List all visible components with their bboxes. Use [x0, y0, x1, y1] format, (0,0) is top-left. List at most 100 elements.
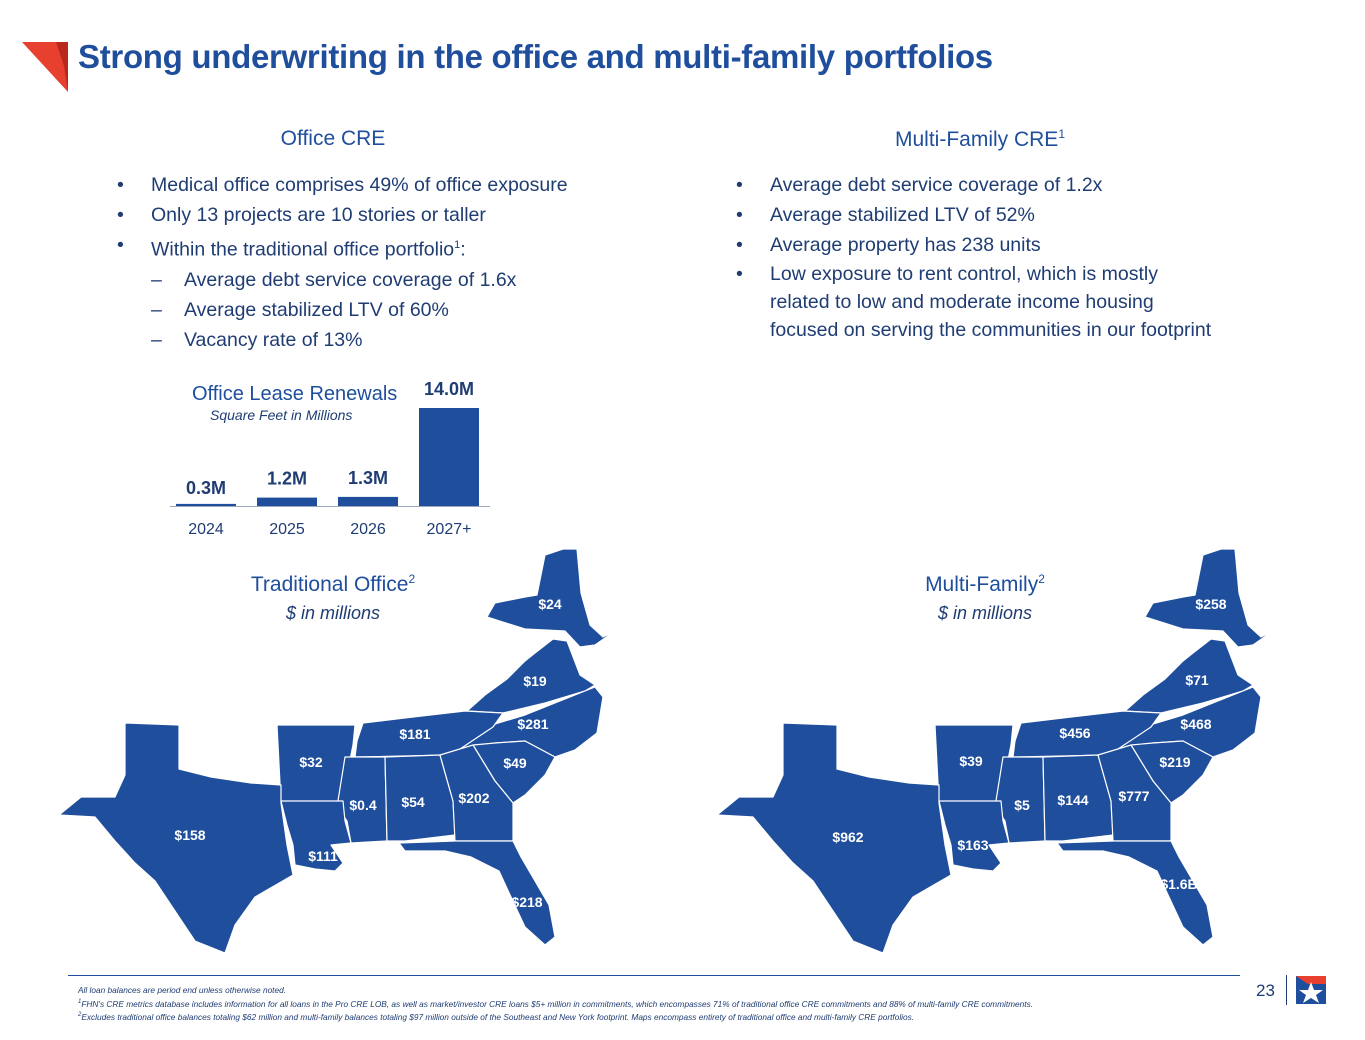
map-label-al: $144	[1057, 792, 1088, 808]
office-bullet: Only 13 projects are 10 stories or talle…	[115, 200, 675, 230]
map-label-ar: $39	[959, 753, 983, 769]
map-state-tn	[1012, 710, 1162, 758]
map-label-tx: $962	[832, 829, 863, 845]
page-number-divider	[1286, 975, 1287, 1005]
multifamily-bullet-text: Low exposure to rent control, which is m…	[770, 263, 1159, 285]
multifamily-bullet-text: related to low and moderate income housi…	[770, 291, 1154, 313]
office-southeast-map: $24 $19 $281 $181 $49 $32 $0.4 $54 $202 …	[58, 548, 616, 954]
map-label-la: $111	[308, 848, 338, 864]
map-label-va: $71	[1185, 672, 1209, 688]
office-bullet-suffix: :	[460, 238, 466, 261]
multifamily-map-subtitle: $ in millions	[937, 603, 1033, 623]
multifamily-bullet: Average debt service coverage of 1.2x	[734, 170, 1334, 200]
map-state-tx	[58, 722, 294, 954]
map-state-ny	[486, 548, 616, 648]
office-sub-bullet-text: Average stabilized LTV of 60%	[184, 298, 449, 321]
chart-bar-2027+	[419, 408, 479, 506]
map-label-la: $163	[957, 837, 988, 853]
footnote-line: 1FHN's CRE metrics database includes inf…	[78, 997, 1258, 1010]
footer-divider	[68, 975, 1240, 976]
map-state-ga	[439, 744, 514, 842]
multifamily-bullet-text: Average property has 238 units	[770, 234, 1041, 256]
chart-bar-2026	[338, 496, 398, 506]
map-label-fl: $1.6B	[1160, 876, 1197, 892]
office-map-subtitle: $ in millions	[285, 603, 381, 623]
map-label-ms: $0.4	[349, 797, 376, 813]
map-state-tn	[354, 710, 504, 758]
map-state-tx	[716, 722, 952, 954]
map-state-va	[1124, 638, 1254, 714]
map-state-fl	[1056, 840, 1214, 946]
office-bullet: Medical office comprises 49% of office e…	[115, 170, 675, 200]
footnote-ref: 1	[1058, 127, 1066, 141]
office-sub-bullet-text: Average debt service coverage of 1.6x	[184, 268, 517, 291]
map-state-fl	[398, 840, 556, 946]
map-label-ny: $258	[1195, 596, 1226, 612]
office-sub-bullet-text: Vacancy rate of 13%	[184, 328, 363, 351]
multifamily-cre-heading-text: Multi-Family CRE	[894, 128, 1059, 151]
office-cre-heading: Office CRE	[280, 127, 386, 150]
chart-tick-label: 2024	[188, 521, 224, 538]
map-state-la	[938, 800, 1010, 872]
map-label-sc: $219	[1159, 754, 1190, 770]
map-label-al: $54	[401, 794, 425, 810]
chart-bar-2024	[176, 503, 236, 506]
chart-data-label: 1.2M	[267, 469, 307, 489]
multifamily-cre-heading: Multi-Family CRE1	[880, 127, 1080, 152]
office-bullet: Within the traditional office portfolio1…	[115, 230, 675, 265]
multifamily-bullet-text: Average stabilized LTV of 52%	[770, 204, 1035, 226]
red-corner-logo-mark	[22, 42, 68, 92]
map-label-sc: $49	[503, 755, 527, 771]
footnote-marker: 2	[78, 1011, 82, 1018]
office-bullet-list: Medical office comprises 49% of office e…	[115, 170, 675, 355]
chart-subtitle: Square Feet in Millions	[210, 407, 353, 423]
page-title: Strong underwriting in the office and mu…	[78, 38, 993, 75]
office-map-title-text: Traditional Office	[250, 573, 409, 596]
chart-tick-label: 2026	[350, 521, 386, 538]
footnote-ref: 2	[408, 572, 416, 586]
footnote-marker: 1	[78, 998, 82, 1005]
map-label-ga: $777	[1118, 788, 1149, 804]
page-number: 23	[1256, 981, 1275, 1000]
map-label-ny: $24	[538, 596, 562, 612]
office-bullet-text: Only 13 projects are 10 stories or talle…	[151, 204, 486, 226]
multifamily-bullet: Low exposure to rent control, which is m…	[734, 260, 1334, 344]
multifamily-bullet: Average property has 238 units	[734, 230, 1334, 260]
office-bullet-text: Medical office comprises 49% of office e…	[151, 174, 568, 196]
footnote-ref: 1	[454, 239, 461, 251]
map-label-fl: $218	[511, 894, 542, 910]
chart-data-label: 1.3M	[348, 468, 388, 488]
multifamily-map-title-text: Multi-Family	[925, 573, 1039, 596]
multifamily-southeast-map: $258 $71 $468 $456 $219 $39 $5 $144 $777…	[716, 548, 1274, 954]
chart-data-label: 14.0M	[424, 379, 474, 399]
multifamily-bullet: Average stabilized LTV of 52%	[734, 200, 1334, 230]
office-sub-bullet: Average stabilized LTV of 60%	[115, 295, 675, 325]
office-sub-bullet: Vacancy rate of 13%	[115, 325, 675, 355]
chart-tick-label: 2025	[269, 521, 305, 538]
footnote-ref: 2	[1038, 572, 1045, 586]
map-label-va: $19	[523, 673, 547, 689]
map-state-ny	[1144, 548, 1274, 648]
footnote-text: Excludes traditional office balances tot…	[81, 1011, 915, 1022]
office-lease-renewals-chart: 0.3M 2024 1.2M 2025 1.3M 2026 14.0M 2027+	[170, 379, 490, 538]
map-state-ga	[1097, 744, 1172, 842]
office-bullet-text: Within the traditional office portfolio	[151, 238, 455, 261]
chart-tick-label: 2027+	[427, 521, 472, 538]
chart-title: Office Lease Renewals	[192, 383, 398, 405]
map-label-tn: $181	[399, 726, 430, 742]
office-sub-bullet: Average debt service coverage of 1.6x	[115, 265, 675, 295]
map-label-ga: $202	[458, 790, 489, 806]
footnote-text: FHN's CRE metrics database includes info…	[81, 998, 1034, 1009]
chart-data-label: 0.3M	[186, 478, 226, 498]
map-state-la	[280, 800, 352, 872]
brand-star-logo	[1296, 976, 1326, 1004]
multifamily-bullet-text: focused on serving the communities in ou…	[770, 319, 1212, 341]
footnote-line: All loan balances are period end unless …	[78, 985, 287, 995]
map-label-tn: $456	[1059, 725, 1090, 741]
map-label-ar: $32	[299, 754, 323, 770]
footnote-line: 2Excludes traditional office balances to…	[78, 1010, 1258, 1023]
multifamily-bullet-text: Average debt service coverage of 1.2x	[770, 174, 1103, 196]
chart-bar-2025	[257, 497, 317, 506]
map-label-ms: $5	[1014, 797, 1030, 813]
multifamily-map-title: Multi-Family2	[885, 572, 1085, 597]
